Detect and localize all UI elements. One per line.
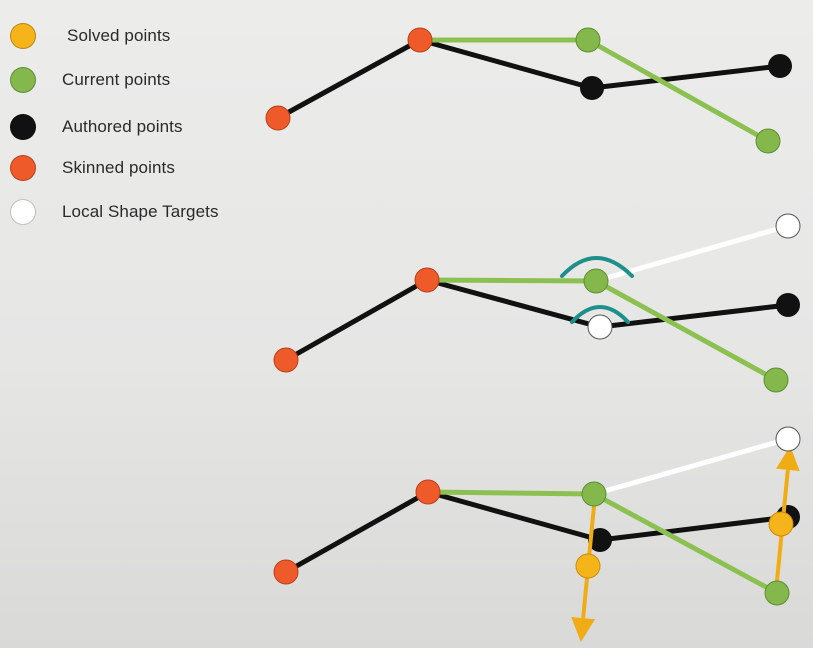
legend-label: Solved points [67,26,171,45]
authored-chain [284,489,789,575]
legend-item-skinned: Skinned points [10,153,175,183]
solved-point [575,553,601,579]
panel-3 [273,426,801,642]
skinned-points-swatch [10,155,36,181]
panel-2 [273,213,801,393]
current-point [755,128,781,154]
current-point [581,481,607,507]
legend-label: Authored points [62,117,183,136]
falloff-arc [570,305,630,324]
legend-item-solved: Solved points [10,21,170,51]
skinned-point [414,267,440,293]
authored-points-swatch [10,114,36,140]
authored-point [580,76,604,100]
legend-label: Skinned points [62,158,175,177]
target-line [593,436,789,497]
authored-point [588,528,612,552]
target-line [595,223,789,284]
authored-chain [284,277,789,363]
skinned-point [407,27,433,53]
current-point [764,580,790,606]
legend-label: Local Shape Targets [62,202,219,221]
current-point [575,27,601,53]
panel-1 [265,27,792,154]
skinned-point [273,559,299,585]
solved-points-swatch [10,23,36,49]
current-points-swatch [10,67,36,93]
legend-label: Current points [62,70,171,89]
legend-item-authored: Authored points [10,112,183,142]
local-shape-target [587,314,613,340]
legend-item-targets: Local Shape Targets [10,197,219,227]
local-shape-targets-swatch [10,199,36,225]
falloff-arc [560,256,634,278]
solved-point [768,511,794,537]
local-shape-target [775,426,801,452]
legend-item-current: Current points [10,65,170,95]
skinned-point [273,347,299,373]
authored-point [768,54,792,78]
skinned-point [265,105,291,131]
skinned-point [415,479,441,505]
current-point [763,367,789,393]
current-point [583,268,609,294]
authored-chain [276,37,781,121]
local-shape-target [775,213,801,239]
authored-point [776,293,800,317]
